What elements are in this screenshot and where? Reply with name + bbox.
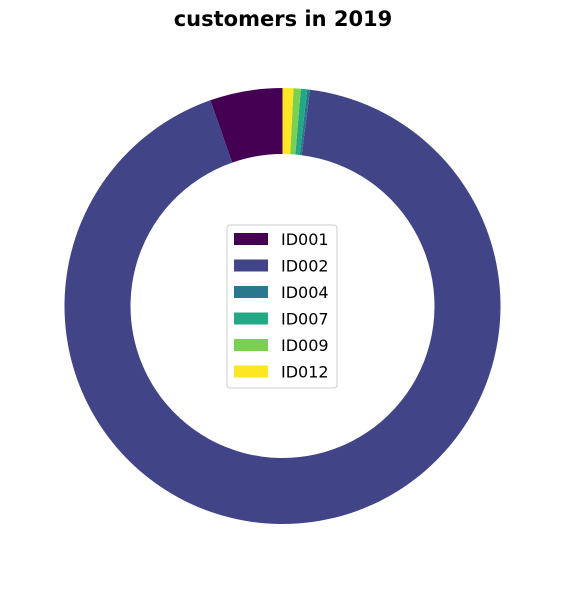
slice-id009 <box>290 88 301 155</box>
slice-id004 <box>299 89 311 156</box>
legend-label-id004: ID004 <box>281 283 329 302</box>
chart-title: customers in 2019 <box>174 7 393 31</box>
legend-label-id007: ID007 <box>281 310 329 329</box>
legend-label-id009: ID009 <box>281 336 329 355</box>
legend-label-id002: ID002 <box>281 257 329 276</box>
donut-slices <box>64 88 501 524</box>
legend-swatch-id009 <box>234 339 268 351</box>
slice-id002 <box>64 89 501 524</box>
legend-swatch-id002 <box>234 259 268 272</box>
legend: ID001 ID002 ID004 ID007 ID009 ID012 <box>226 224 338 389</box>
legend-label-id012: ID012 <box>281 363 329 382</box>
slice-id007 <box>295 88 308 155</box>
legend-label-id001: ID001 <box>281 230 329 249</box>
slice-id012 <box>282 88 294 155</box>
legend-swatch-id001 <box>234 233 268 245</box>
legend-swatch-id007 <box>234 312 268 325</box>
slice-id001 <box>210 88 283 163</box>
legend-swatch-id012 <box>234 365 268 378</box>
legend-swatch-id004 <box>234 286 268 298</box>
